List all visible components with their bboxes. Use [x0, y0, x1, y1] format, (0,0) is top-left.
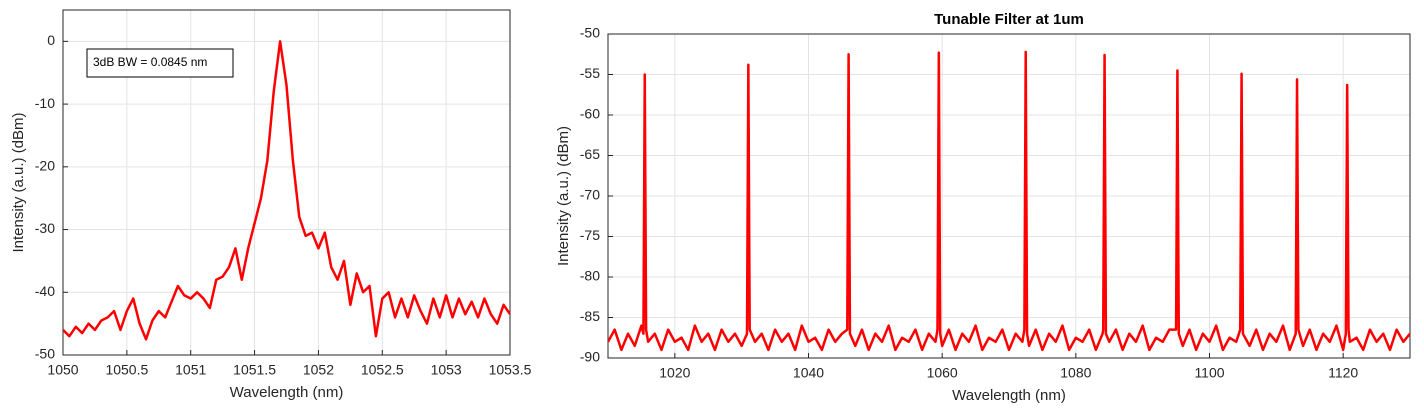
y-tick-label: -80: [580, 268, 600, 284]
y-tick-label: -30: [35, 220, 55, 236]
y-tick-label: 0: [47, 32, 55, 48]
annotation: 3dB BW = 0.0845 nm: [93, 55, 207, 69]
chart-title: Tunable Filter at 1um: [934, 11, 1084, 28]
plot-frame: [607, 33, 1411, 359]
annotation-box: [86, 48, 234, 78]
x-tick-label: 1120: [1328, 365, 1358, 381]
data-line: [608, 50, 1410, 352]
x-tick-label: 1053.5: [489, 362, 532, 378]
y-tick-label: -75: [580, 227, 600, 243]
x-tick-label: 1052: [303, 362, 334, 378]
y-tick-label: -90: [580, 349, 600, 365]
y-tick-label: -70: [580, 187, 600, 203]
x-axis-label: Wavelength (nm): [952, 387, 1066, 404]
x-tick-label: 1100: [1194, 365, 1224, 381]
x-tick-label: 1040: [793, 365, 824, 381]
x-axis-label: Wavelength (nm): [230, 384, 344, 401]
x-tick-label: 1050: [47, 362, 78, 378]
y-axis-label: Intensity (a.u.) (dBm): [10, 112, 27, 252]
y-tick-label: -50: [580, 25, 600, 41]
y-tick-label: -55: [580, 65, 600, 81]
x-tick-label: 1050.5: [105, 362, 148, 378]
y-tick-label: -10: [35, 95, 55, 111]
data-line: [63, 40, 510, 341]
plot-frame: [62, 9, 511, 356]
x-tick-label: 1052.5: [361, 362, 404, 378]
y-tick-label: -20: [35, 158, 55, 174]
plot-area: [63, 40, 510, 341]
x-tick-label: 1060: [927, 365, 958, 381]
y-tick-label: -60: [580, 106, 600, 122]
y-axis-label: Intensity (a.u.) (dBm): [555, 126, 572, 266]
x-tick-label: 1080: [1060, 365, 1091, 381]
x-tick-label: 1051.5: [233, 362, 276, 378]
x-tick-label: 1020: [659, 365, 690, 381]
x-tick-label: 1053: [431, 362, 462, 378]
plot-area: [608, 50, 1410, 352]
y-tick-label: -50: [35, 346, 55, 362]
y-tick-label: -65: [580, 146, 600, 162]
y-tick-label: -40: [35, 283, 55, 299]
y-tick-label: -85: [580, 308, 600, 324]
x-tick-label: 1051: [175, 362, 206, 378]
